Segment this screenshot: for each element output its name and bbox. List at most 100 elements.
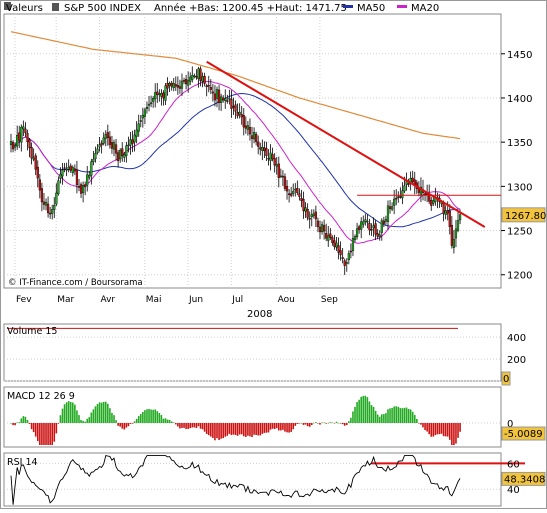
- macd-bar: [240, 423, 243, 435]
- candle-body: [38, 179, 41, 191]
- candle-body: [248, 127, 252, 135]
- candle-body: [199, 68, 202, 81]
- candle-body: [452, 238, 455, 248]
- macd-bar: [403, 407, 406, 423]
- candle-body: [267, 157, 270, 160]
- candle-body: [271, 154, 274, 160]
- price-xtick-label: Avr: [100, 295, 115, 305]
- macd-bar: [335, 421, 338, 423]
- last-price-label: 1267.80: [505, 211, 546, 222]
- price-xtick-label: Fev: [16, 295, 32, 305]
- price-xtick-label: Jul: [231, 295, 243, 305]
- candle-body: [296, 188, 299, 193]
- candle-body: [137, 123, 140, 132]
- macd-bar: [84, 421, 86, 423]
- candle-body: [215, 89, 219, 99]
- macd-bar: [189, 423, 192, 429]
- macd-bar: [399, 408, 402, 423]
- macd-bar: [354, 406, 356, 423]
- ma50-legend: MA50: [357, 3, 385, 14]
- macd-bar: [53, 423, 56, 442]
- instrument-label: S&P 500 INDEX: [64, 3, 141, 14]
- candle-body: [312, 213, 315, 216]
- macd-bar: [175, 423, 177, 425]
- candle-body: [259, 147, 262, 150]
- candle-body: [366, 221, 369, 223]
- candle-body: [288, 193, 291, 195]
- macd-bar: [230, 423, 233, 436]
- macd-bar: [24, 416, 27, 423]
- macd-bar: [451, 423, 453, 445]
- candle-body: [189, 76, 192, 82]
- macd-bar: [222, 423, 224, 439]
- candle-body: [220, 96, 223, 103]
- candle-body: [376, 233, 379, 237]
- rsi-title: RSI 14: [7, 457, 38, 468]
- last-price-box: [501, 207, 546, 223]
- rsi-last-value: 48.3408: [501, 471, 546, 486]
- candle-body: [339, 250, 342, 256]
- macd-bar: [90, 412, 93, 423]
- candle-body: [61, 169, 64, 177]
- candle-body: [397, 196, 400, 198]
- volume-title: Volume 15: [7, 326, 57, 337]
- instrument-marker-icon: [52, 3, 59, 11]
- macd-bar: [368, 401, 371, 423]
- macd-bar: [47, 423, 49, 445]
- macd-bar: [290, 423, 292, 432]
- macd-bar: [261, 423, 264, 434]
- macd-bar: [420, 423, 422, 425]
- volume-panel-frame: [3, 323, 502, 382]
- macd-bar: [370, 405, 373, 423]
- candle-body: [149, 102, 153, 105]
- volume-last-label: 0: [503, 374, 509, 385]
- candle-body: [201, 76, 204, 82]
- price-last-value: 1267.80: [501, 207, 546, 223]
- candle-body: [145, 106, 149, 109]
- price-xtick-label: Sep: [321, 295, 338, 305]
- candle-body: [405, 181, 408, 185]
- macd-bar: [74, 404, 76, 423]
- macd-bar: [242, 423, 245, 437]
- macd-bar: [393, 406, 395, 423]
- candle-body: [69, 165, 72, 171]
- candle-body: [20, 126, 23, 143]
- candle-body: [380, 220, 383, 233]
- macd-bar: [284, 423, 286, 432]
- candle-body: [112, 142, 116, 150]
- macd-last-value: -5.0089: [501, 426, 546, 441]
- candle-body: [106, 132, 109, 138]
- candle-body: [32, 157, 35, 160]
- macd-bar: [358, 399, 360, 423]
- candle-body: [172, 83, 175, 89]
- candle-body: [454, 228, 458, 239]
- candle-body: [203, 75, 206, 84]
- macd-bar: [263, 423, 266, 433]
- candle-body: [14, 144, 17, 148]
- macd-bar: [150, 409, 152, 423]
- macd-bar: [20, 418, 23, 423]
- macd-bar: [453, 423, 455, 445]
- candle-body: [244, 125, 247, 129]
- candle-body: [411, 177, 414, 182]
- macd-bar: [210, 423, 212, 437]
- macd-bar: [14, 423, 16, 426]
- macd-bar: [364, 395, 367, 423]
- rsi-series: [10, 455, 461, 505]
- candle-body: [30, 147, 33, 159]
- macd-bar: [226, 423, 229, 436]
- candle-body: [368, 223, 371, 231]
- price-ytick-label: 1250: [507, 227, 532, 238]
- macd-bar: [271, 423, 274, 429]
- macd-bar: [187, 423, 189, 429]
- macd-bar: [325, 423, 327, 424]
- macd-bar: [26, 420, 29, 423]
- candle-body: [306, 208, 309, 218]
- macd-bar: [424, 423, 426, 431]
- macd-bar: [158, 412, 161, 423]
- rsi-last-box: [501, 471, 546, 486]
- ma20-legend: MA20: [411, 3, 439, 14]
- macd-bar: [34, 423, 37, 437]
- macd-bar: [191, 423, 194, 428]
- macd-bar: [317, 423, 319, 424]
